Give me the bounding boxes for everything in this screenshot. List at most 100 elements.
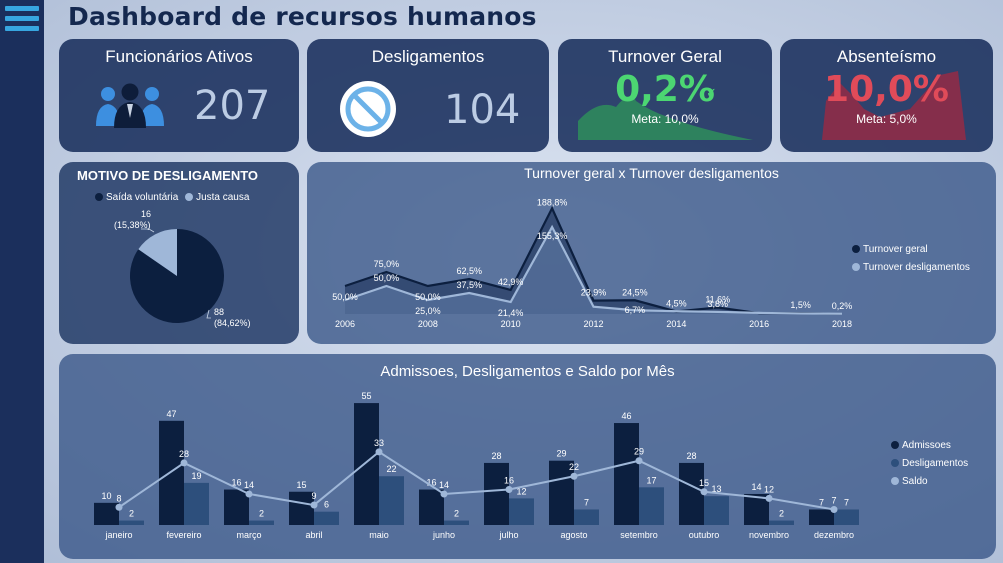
bar-data-label: 2 — [454, 509, 459, 519]
pie-data-label: 16 — [141, 209, 151, 219]
ban-icon — [340, 81, 396, 137]
saldo-line — [118, 450, 835, 511]
legend-item: Admissoes — [891, 440, 968, 451]
line-chart: 50,0% 75,0% 50,0% 62,5% 42,9% 188,8% 23,9% 24,5… — [332, 197, 852, 329]
bar-data-label: 13 — [711, 484, 721, 494]
bar-desligamentos — [509, 498, 534, 525]
pie-data-label: 88 — [214, 307, 224, 317]
series-line — [344, 224, 843, 315]
bar-desligamentos — [574, 509, 599, 525]
x-tick-label: março — [236, 530, 261, 540]
pie-card: MOTIVO DE DESLIGAMENTO Saída voluntária … — [59, 162, 299, 344]
pie-chart: 88(84,62%) 16(15,38%) — [114, 209, 251, 328]
legend-label: Justa causa — [196, 192, 250, 203]
bar-data-label: 2 — [129, 509, 134, 519]
x-tick-label: dezembro — [814, 530, 854, 540]
bar-data-label: 19 — [191, 471, 201, 481]
saldo-data-label: 29 — [634, 447, 644, 457]
legend-dot — [95, 193, 103, 201]
legend-dot — [891, 477, 899, 485]
x-tick-label: setembro — [620, 530, 658, 540]
bar-data-label: 55 — [361, 391, 371, 401]
saldo-data-label: 28 — [179, 449, 189, 459]
bar-admissoes — [354, 403, 379, 525]
bar-legend: Admissoes Desligamentos Saldo — [891, 440, 968, 494]
line-data-label: 75,0% — [374, 259, 400, 269]
line-data-label: 37,5% — [456, 280, 482, 290]
kpi-meta: Meta: 10,0% — [631, 112, 699, 126]
bar-data-label: 7 — [584, 497, 589, 507]
x-tick-label: fevereiro — [166, 530, 201, 540]
x-tick-label: outubro — [689, 530, 720, 540]
pie-data-label: (15,38%) — [114, 220, 151, 230]
line-data-label: 23,9% — [581, 288, 607, 298]
saldo-point — [700, 488, 708, 496]
saldo-data-label: 15 — [699, 478, 709, 488]
x-tick-label: 2010 — [501, 319, 521, 329]
saldo-data-label: 22 — [569, 462, 579, 472]
line-data-label: 62,5% — [456, 266, 482, 276]
x-tick-label: 2008 — [418, 319, 438, 329]
bar-data-label: 2 — [779, 509, 784, 519]
saldo-point — [375, 448, 383, 456]
bar-desligamentos — [184, 482, 209, 525]
line-data-label: 4,5% — [666, 298, 687, 308]
saldo-data-label: 9 — [311, 491, 316, 501]
pie-title: MOTIVO DE DESLIGAMENTO — [77, 168, 259, 183]
series-area — [345, 227, 842, 314]
saldo-point — [570, 472, 578, 480]
bar-admissoes — [224, 489, 249, 525]
kpi-label: Desligamentos — [371, 47, 485, 66]
saldo-data-label: 14 — [439, 480, 449, 490]
legend-item: Saldo — [891, 476, 968, 487]
legend-label: Saldo — [902, 476, 928, 487]
line-data-label: 50,0% — [332, 292, 358, 302]
hamburger-menu-icon[interactable] — [5, 6, 39, 36]
legend-label: Turnover desligamentos — [863, 262, 970, 273]
bar-data-label: 14 — [751, 482, 761, 492]
kpi-value: 104 — [444, 87, 521, 133]
bar-admissoes — [94, 502, 119, 525]
series-area — [345, 208, 842, 314]
bar-data-label: 29 — [556, 449, 566, 459]
bar-desligamentos — [119, 520, 144, 525]
leader-line — [206, 309, 211, 319]
bar-desligamentos — [314, 511, 339, 525]
bar-admissoes — [289, 491, 314, 525]
bar-data-label: 22 — [386, 464, 396, 474]
saldo-point — [115, 503, 123, 511]
line-chart-title: Turnover geral x Turnover desligamentos — [524, 165, 779, 181]
saldo-point — [765, 494, 773, 502]
line-data-label: 50,0% — [415, 292, 441, 302]
legend-label: Saída voluntária — [106, 192, 179, 203]
legend-item: Desligamentos — [891, 458, 968, 469]
bar-chart: 10 2 janeiro 47 19 fevereiro 16 2 março 15 6 abril 5… — [94, 391, 859, 540]
saldo-data-label: 8 — [116, 493, 121, 503]
line-data-label: 188,8% — [537, 197, 568, 207]
sidebar — [0, 0, 44, 563]
bar-data-label: 15 — [296, 480, 306, 490]
kpi-label: Turnover Geral — [608, 47, 722, 66]
x-tick-label: agosto — [560, 530, 587, 540]
line-legend: Turnover geral Turnover desligamentos — [852, 244, 970, 280]
x-tick-label: 2018 — [832, 319, 852, 329]
line-data-label: 42,9% — [498, 277, 524, 287]
saldo-point — [310, 501, 318, 509]
legend-item: Turnover geral — [852, 244, 970, 255]
bar-admissoes — [679, 462, 704, 525]
saldo-point — [440, 490, 448, 498]
bar-admissoes — [419, 489, 444, 525]
legend-dot — [852, 263, 860, 271]
kpi-card-absenteismo: Absenteísmo 10,0% Meta: 5,0% — [780, 39, 993, 152]
bar-data-label: 6 — [324, 500, 329, 510]
bar-card: Admissoes, Desligamentos e Saldo por Mês… — [59, 354, 996, 559]
line-data-label: 21,4% — [498, 308, 524, 318]
bar-desligamentos — [704, 496, 729, 525]
kpi-card-desligamentos: Desligamentos 104 — [307, 39, 549, 152]
bar-desligamentos — [834, 509, 859, 525]
legend-dot — [891, 441, 899, 449]
bar-admissoes — [159, 420, 184, 525]
bar-data-label: 16 — [426, 478, 436, 488]
line-data-label: 25,0% — [415, 306, 441, 316]
turnover-sparkline — [578, 96, 753, 140]
